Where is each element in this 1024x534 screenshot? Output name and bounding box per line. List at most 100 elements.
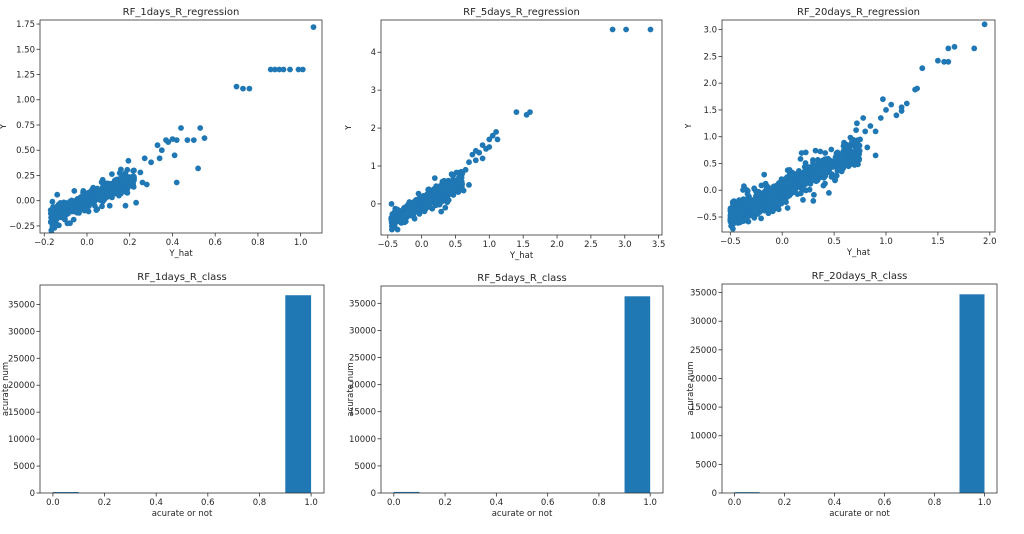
data-point: [789, 172, 796, 179]
data-point: [432, 202, 439, 209]
data-point: [459, 170, 466, 177]
data-point: [751, 214, 758, 221]
data-point: [125, 157, 132, 164]
x-tick-label: 0.6: [878, 498, 892, 508]
y-tick-label: 0.25: [16, 171, 35, 181]
x-tick-label: 1.0: [483, 240, 497, 250]
data-point: [741, 183, 747, 190]
chart-svg-5: RF_5days_R_class 0.0 0.2 0.4 0.6 0.8 1.0 0 5000 1…: [346, 273, 664, 519]
axes-frame: [39, 284, 325, 494]
chart-title: RF_5days_R_class: [477, 273, 566, 284]
data-point: [802, 160, 809, 166]
data-point: [822, 150, 829, 156]
data-point: [106, 202, 113, 209]
data-point: [466, 159, 472, 166]
y-axis-label: acurate num: [346, 362, 356, 416]
y-tick-label: 0: [371, 489, 376, 499]
data-point: [771, 189, 778, 196]
data-point: [941, 58, 947, 65]
data-point: [767, 207, 774, 213]
y-tick-label: 1.50: [16, 45, 35, 55]
data-point: [445, 197, 452, 204]
data-point: [441, 177, 447, 184]
y-tick-label: 1.5: [703, 106, 717, 116]
data-point: [201, 135, 208, 142]
data-point: [768, 193, 775, 200]
chart-svg-6: RF_20days_R_class 0.0 0.2 0.4 0.6 0.8 1.0 0 5000…: [686, 271, 998, 519]
x-tick-label: 0.4: [490, 498, 504, 508]
data-point: [462, 166, 469, 173]
x-tick-label: 0.8: [592, 498, 606, 508]
y-tick-label: 0.5: [703, 159, 717, 169]
data-point: [456, 174, 462, 181]
data-point: [849, 151, 855, 158]
data-point: [233, 83, 240, 90]
chart-svg-3: RF_20days_R_regression −0.5 0.0 0.5 1.0 1.5 2.…: [684, 7, 997, 258]
data-point: [833, 150, 840, 157]
data-point: [800, 197, 806, 203]
data-point: [246, 85, 253, 92]
data-point: [609, 26, 616, 33]
data-point: [826, 190, 832, 196]
data-point: [460, 187, 467, 194]
data-point: [784, 205, 791, 211]
data-point: [130, 181, 137, 187]
data-point: [797, 156, 804, 162]
data-point: [802, 178, 809, 184]
data-point: [173, 179, 180, 186]
data-point: [893, 112, 900, 119]
data-point: [623, 26, 629, 33]
data-point: [798, 150, 805, 156]
x-axis-label: acurate or not: [829, 509, 890, 519]
data-point: [178, 125, 184, 131]
data-point: [388, 201, 395, 207]
axes-frame: [721, 283, 998, 494]
data-point: [310, 24, 317, 30]
data-point: [814, 177, 820, 184]
x-tick-label: 0.6: [208, 238, 222, 248]
data-point: [48, 227, 55, 233]
data-point: [744, 198, 751, 205]
y-tick-label: 30000: [8, 327, 35, 337]
x-tick-label: 0.5: [827, 237, 841, 247]
chart-panel-5: RF_5days_R_class 0.0 0.2 0.4 0.6 0.8 1.0 0 5000 1…: [345, 265, 685, 534]
x-tick-label: 1.0: [294, 238, 308, 248]
y-axis-label: acurate num: [686, 361, 696, 415]
data-point: [81, 207, 88, 214]
chart-svg-2: RF_5days_R_regression −0.5 0.0 0.5 1.0 1.5 2.0…: [344, 7, 665, 261]
data-point: [828, 146, 835, 153]
data-point: [787, 189, 794, 196]
x-tick-label: 3.0: [618, 240, 632, 250]
data-point: [856, 147, 863, 154]
data-point: [49, 198, 56, 205]
data-point: [841, 147, 847, 154]
data-point: [98, 179, 105, 186]
data-point: [148, 159, 155, 166]
y-tick-label: 20000: [690, 374, 717, 384]
data-point: [757, 202, 764, 208]
chart-panel-4: RF_1days_R_class 0.0 0.2 0.4 0.6 0.8 1.0 0 5000 1…: [0, 265, 340, 534]
data-point: [479, 142, 486, 149]
data-point: [839, 166, 846, 173]
data-point: [131, 167, 137, 174]
data-point: [158, 147, 165, 154]
data-point: [854, 120, 860, 127]
y-tick-label: 2: [371, 124, 376, 134]
data-point: [422, 201, 428, 208]
data-point: [425, 193, 432, 200]
data-point: [55, 214, 61, 221]
data-point: [758, 182, 765, 189]
y-tick-label: 0.0: [703, 186, 717, 196]
data-point: [438, 185, 445, 192]
data-point: [815, 171, 822, 177]
data-point: [122, 202, 129, 209]
x-tick-label: 0.4: [828, 498, 842, 508]
data-point: [888, 101, 895, 108]
data-point: [109, 189, 116, 196]
data-point: [489, 132, 496, 139]
axes-frame: [380, 19, 663, 236]
data-point: [154, 142, 161, 149]
data-point: [432, 193, 438, 200]
data-point: [124, 175, 131, 182]
y-tick-label: −0.5: [696, 213, 717, 223]
